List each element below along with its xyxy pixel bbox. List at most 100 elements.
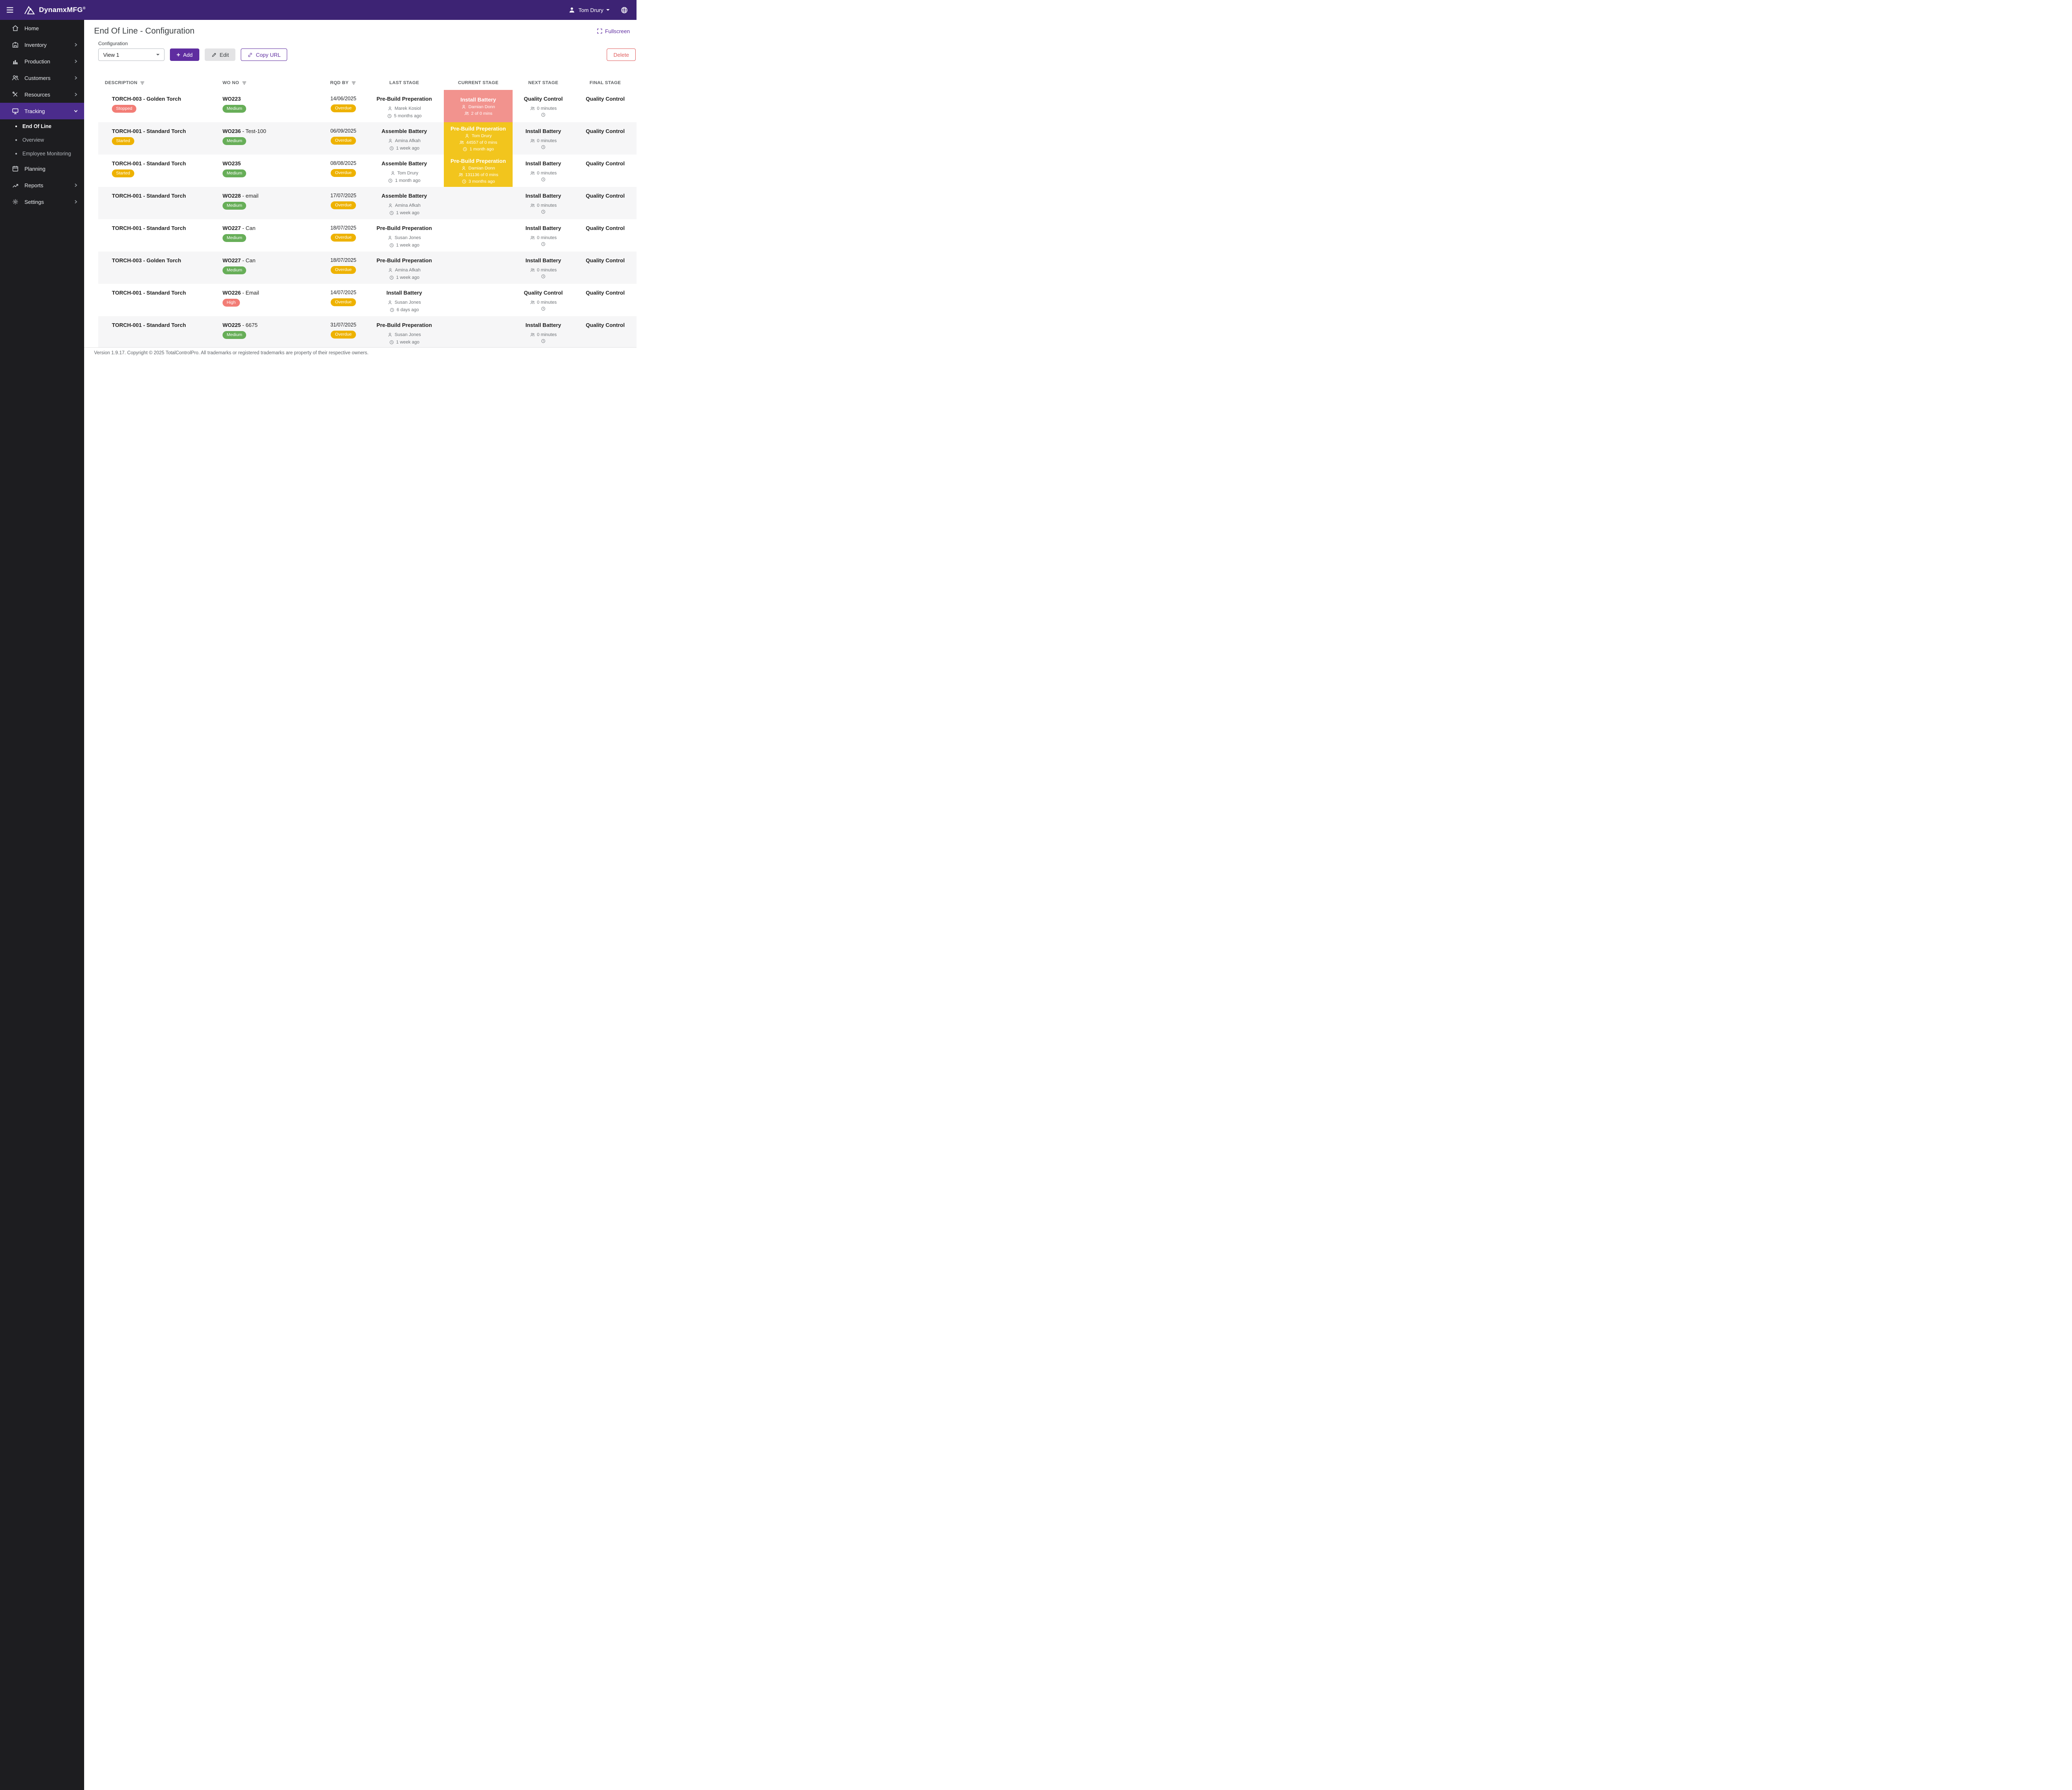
clock-icon xyxy=(389,210,394,215)
person-icon xyxy=(388,138,393,143)
required-date: 31/07/2025 xyxy=(330,322,356,328)
sidebar-item-customers[interactable]: Customers xyxy=(0,70,84,86)
person-icon xyxy=(387,300,392,305)
wo-suffix: - email xyxy=(242,193,259,199)
priority-badge: Medium xyxy=(223,266,247,275)
table-row[interactable]: TORCH-001 - Standard Torch WO228 - email M… xyxy=(98,187,637,219)
table-row[interactable]: TORCH-003 - Golden Torch Stopped WO223 Medi… xyxy=(98,90,637,122)
column-header-wo-no[interactable]: WO NO xyxy=(215,80,322,86)
sidebar-item-home[interactable]: Home xyxy=(0,20,84,36)
overdue-badge: Overdue xyxy=(331,169,356,177)
chevron-right-icon xyxy=(73,42,78,47)
person-icon xyxy=(465,133,470,138)
description-cell: TORCH-001 - Standard Torch xyxy=(98,187,215,219)
filter-icon[interactable] xyxy=(242,80,247,86)
table-row[interactable]: TORCH-001 - Standard Torch WO226 - Email H… xyxy=(98,284,637,316)
wo-number: WO227 xyxy=(223,257,241,264)
required-date: 18/07/2025 xyxy=(330,225,356,231)
view-select[interactable]: View 1 xyxy=(98,48,165,61)
home-icon xyxy=(12,24,19,32)
add-button[interactable]: + Add xyxy=(170,48,199,61)
view-select-value: View 1 xyxy=(103,51,119,58)
sidebar-subitem-employee-monitoring[interactable]: Employee Monitoring xyxy=(0,147,84,160)
description-text: TORCH-001 - Standard Torch xyxy=(112,322,186,328)
final-stage-cell: Quality Control xyxy=(586,193,625,199)
wo-number: WO228 xyxy=(223,193,241,199)
rqd-by-cell: 31/07/2025 Overdue xyxy=(322,316,365,347)
fullscreen-button[interactable]: Fullscreen xyxy=(597,28,630,34)
last-stage-cell: Install Battery Susan Jones 6 days ago xyxy=(386,290,422,312)
sidebar-item-reports[interactable]: Reports xyxy=(0,177,84,194)
description-text: TORCH-003 - Golden Torch xyxy=(112,257,182,264)
wo-suffix: - Test-100 xyxy=(242,128,266,134)
language-globe-icon[interactable] xyxy=(620,6,628,14)
people-icon xyxy=(530,332,535,337)
people-icon xyxy=(458,172,463,177)
work-orders-table: DESCRIPTION WO NO RQD BY LAST STAGE CURRENT … xyxy=(98,76,637,347)
filter-icon[interactable] xyxy=(140,80,145,86)
status-badge: Started xyxy=(112,169,134,178)
table-row[interactable]: TORCH-001 - Standard Torch Started WO235 Me… xyxy=(98,155,637,187)
table-row[interactable]: TORCH-001 - Standard Torch WO225 - 6675 Me… xyxy=(98,316,637,347)
priority-badge: Medium xyxy=(223,234,247,242)
clock-icon xyxy=(541,177,546,182)
settings-icon xyxy=(12,198,19,206)
resources-icon xyxy=(12,91,19,98)
brand-name: DynamxMFG xyxy=(39,6,83,14)
priority-badge: Medium xyxy=(223,202,247,210)
configuration-label: Configuration xyxy=(98,41,128,46)
next-stage-cell: Install Battery 0 minutes xyxy=(513,252,574,284)
people-icon xyxy=(464,111,469,116)
edit-button[interactable]: Edit xyxy=(204,48,236,61)
priority-badge: Medium xyxy=(223,331,247,339)
page-title: End Of Line - Configuration xyxy=(94,26,195,36)
sidebar-item-inventory[interactable]: Inventory xyxy=(0,36,84,53)
column-header-next-stage: NEXT STAGE xyxy=(528,80,559,85)
table-row[interactable]: TORCH-001 - Standard Torch WO227 - Can Med… xyxy=(98,219,637,252)
final-stage-cell: Quality Control xyxy=(586,225,625,231)
current-stage-cell xyxy=(444,316,513,347)
wo-number: WO236 xyxy=(223,128,241,134)
hamburger-menu-icon[interactable] xyxy=(0,0,20,20)
required-date: 17/07/2025 xyxy=(330,193,356,198)
description-cell: TORCH-001 - Standard Torch Started xyxy=(98,155,215,187)
user-name: Tom Drury xyxy=(579,7,603,13)
bullet-icon xyxy=(15,139,17,141)
wo-number: WO227 xyxy=(223,225,241,231)
user-menu[interactable]: Tom Drury xyxy=(568,6,610,14)
required-date: 08/08/2025 xyxy=(330,160,356,166)
current-stage-cell xyxy=(444,252,513,284)
person-icon xyxy=(387,106,392,111)
required-date: 14/07/2025 xyxy=(330,290,356,295)
wo-number: WO225 xyxy=(223,322,241,328)
filter-icon[interactable] xyxy=(351,80,356,86)
sidebar-item-planning[interactable]: Planning xyxy=(0,160,84,177)
description-cell: TORCH-001 - Standard Torch Started xyxy=(98,122,215,155)
required-date: 14/06/2025 xyxy=(330,96,356,102)
table-row[interactable]: TORCH-001 - Standard Torch Started WO236 -… xyxy=(98,122,637,155)
column-header-description[interactable]: DESCRIPTION xyxy=(98,80,215,86)
current-stage-cell: Pre-Build Preperation Tom Drury 44557 of 0… xyxy=(444,122,513,155)
table-row[interactable]: TORCH-003 - Golden Torch WO227 - Can Mediu… xyxy=(98,252,637,284)
reports-icon xyxy=(12,181,19,189)
next-stage-cell: Quality Control 0 minutes xyxy=(513,90,574,122)
description-text: TORCH-003 - Golden Torch xyxy=(112,96,182,102)
final-stage-cell: Quality Control xyxy=(586,290,625,296)
copy-url-button[interactable]: Copy URL xyxy=(241,48,288,61)
sidebar-subitem-overview[interactable]: Overview xyxy=(0,133,84,147)
sidebar-subitem-end-of-line[interactable]: End Of Line xyxy=(0,119,84,133)
current-stage-box: Pre-Build Preperation Damian Donn 131136 o… xyxy=(444,155,513,187)
last-stage-cell: Pre-Build Preperation Marek Kosiol 5 month… xyxy=(376,96,432,119)
people-icon xyxy=(530,235,535,240)
description-cell: TORCH-001 - Standard Torch xyxy=(98,219,215,252)
description-text: TORCH-001 - Standard Torch xyxy=(112,193,186,199)
delete-button[interactable]: Delete xyxy=(607,48,636,61)
priority-badge: Medium xyxy=(223,137,247,145)
sidebar-item-tracking[interactable]: Tracking xyxy=(0,103,84,119)
sidebar-item-resources[interactable]: Resources xyxy=(0,86,84,103)
column-header-rqd-by[interactable]: RQD BY xyxy=(322,80,365,86)
sidebar-item-production[interactable]: Production xyxy=(0,53,84,70)
current-stage-box: Install Battery Damian Donn 2 of 0 mins xyxy=(444,90,513,122)
clock-icon xyxy=(541,274,546,279)
sidebar-item-settings[interactable]: Settings xyxy=(0,194,84,210)
